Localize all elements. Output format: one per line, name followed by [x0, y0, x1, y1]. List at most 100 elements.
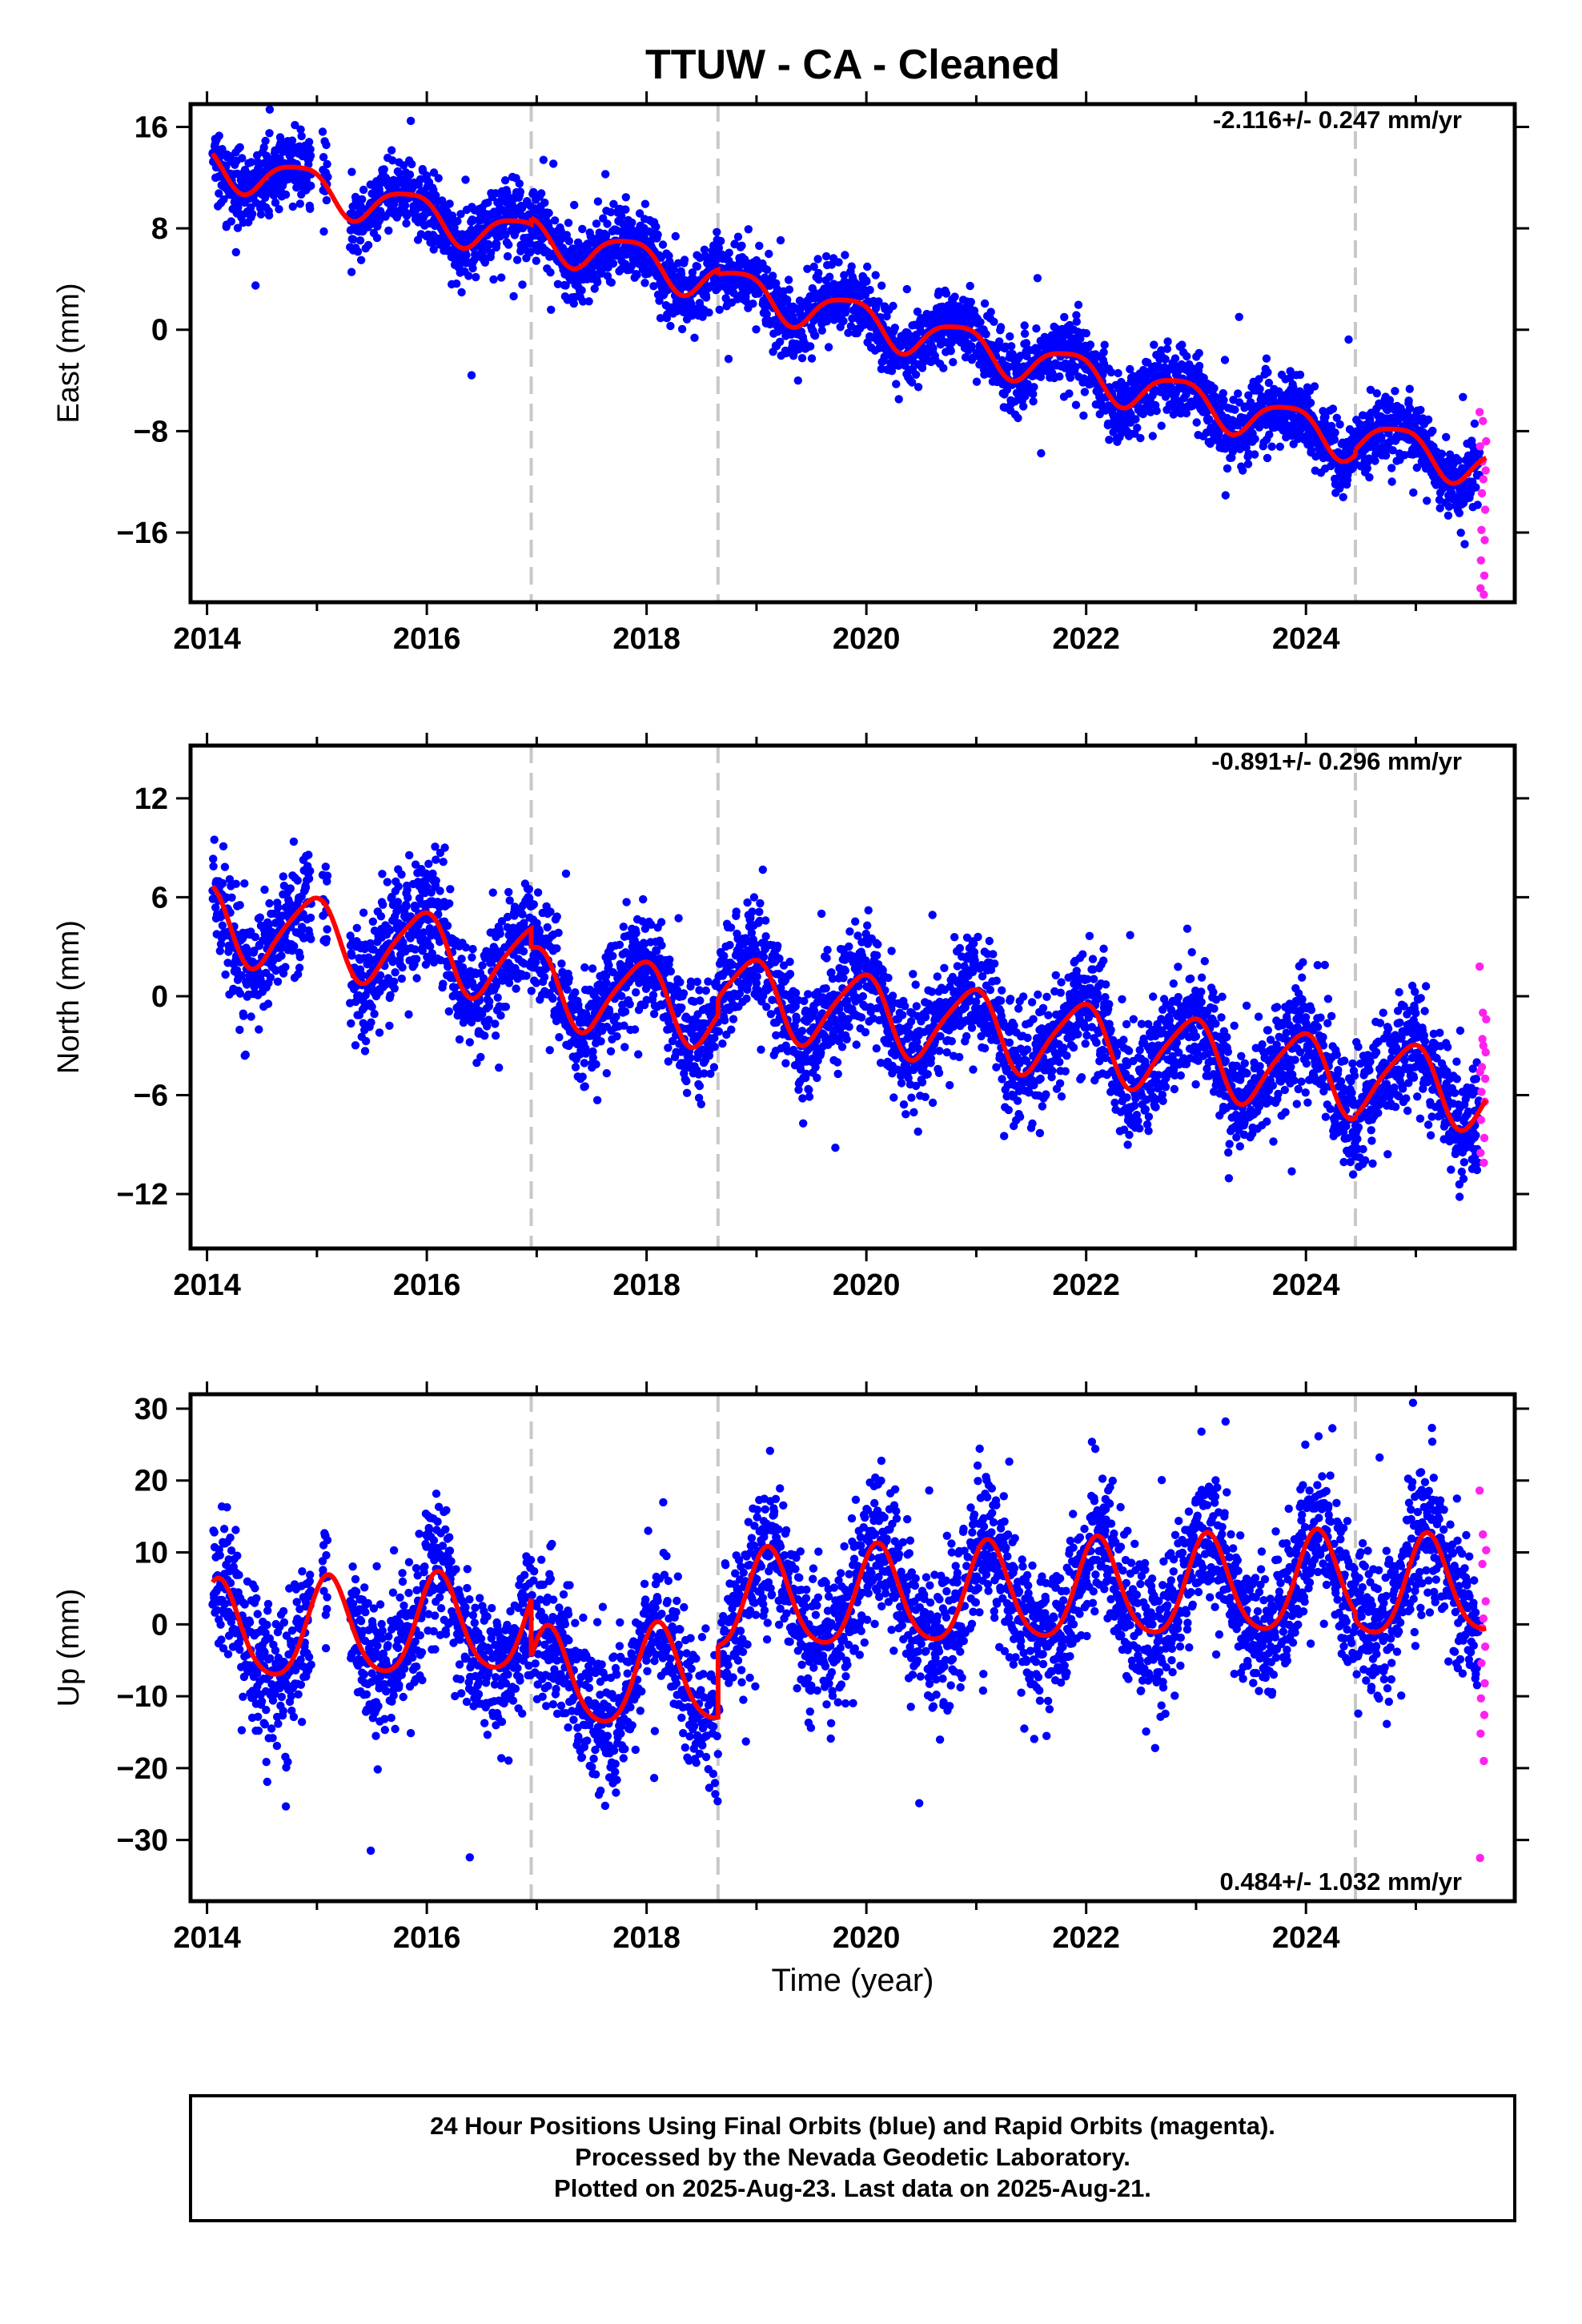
final-orbit-point	[749, 300, 757, 308]
final-orbit-point	[794, 344, 804, 354]
x-tick-label: 2014	[173, 622, 241, 656]
final-orbit-point	[295, 963, 304, 972]
final-orbit-point	[495, 1063, 504, 1072]
final-orbit-point	[564, 219, 573, 227]
final-orbit-point	[476, 1052, 485, 1062]
final-orbit-point	[1387, 477, 1396, 486]
final-orbit-point	[669, 265, 678, 274]
final-orbit-point	[287, 136, 297, 145]
final-orbit-point	[892, 380, 901, 388]
final-orbit-point	[376, 912, 386, 921]
rapid-orbit-point	[1480, 505, 1490, 514]
final-orbit-point	[247, 209, 257, 219]
final-orbit-point	[606, 207, 616, 217]
final-orbit-point	[1442, 432, 1451, 441]
final-orbit-point	[1210, 384, 1219, 392]
x-tick-label: 2024	[1272, 622, 1340, 656]
final-orbit-point	[323, 159, 331, 169]
y-tick-label: 8	[151, 212, 168, 246]
final-orbit-point	[592, 1059, 600, 1069]
final-orbit-point	[306, 151, 315, 160]
final-orbit-point	[233, 223, 243, 232]
final-orbit-point	[604, 961, 613, 970]
final-orbit-point	[434, 910, 443, 919]
final-orbit-point	[612, 1012, 620, 1021]
final-orbit-point	[1423, 497, 1431, 505]
final-orbit-point	[568, 244, 577, 253]
final-orbit-point	[1310, 382, 1319, 391]
final-orbit-point	[307, 935, 315, 943]
final-orbit-point	[486, 248, 496, 257]
final-orbit-point	[609, 199, 618, 208]
final-orbit-point	[1106, 368, 1116, 377]
final-orbit-point	[571, 988, 580, 997]
final-orbit-point	[1223, 464, 1232, 473]
final-orbit-point	[390, 984, 399, 993]
final-orbit-point	[1100, 340, 1109, 349]
final-orbit-point	[817, 326, 826, 335]
final-orbit-point	[439, 979, 448, 988]
final-orbit-point	[555, 1033, 564, 1042]
final-orbit-point	[966, 281, 974, 291]
final-orbit-point	[1163, 337, 1172, 346]
final-orbit-point	[986, 308, 995, 316]
final-orbit-point	[218, 921, 227, 930]
final-orbit-point	[871, 271, 880, 279]
final-orbit-point	[848, 314, 857, 323]
final-orbit-point	[271, 198, 280, 207]
final-orbit-point	[564, 974, 573, 983]
final-orbit-point	[251, 932, 259, 942]
final-orbit-point	[273, 977, 283, 987]
final-orbit-point	[1029, 389, 1038, 399]
final-orbit-point	[227, 217, 235, 226]
final-orbit-point	[231, 879, 240, 888]
final-orbit-point	[429, 245, 438, 254]
final-orbit-point	[402, 219, 411, 228]
final-orbit-point	[286, 884, 295, 893]
final-orbit-point	[547, 305, 556, 314]
final-orbit-point	[980, 299, 990, 308]
final-orbit-point	[762, 310, 771, 319]
final-orbit-point	[259, 143, 268, 152]
final-orbit-point	[539, 155, 548, 164]
final-orbit-point	[529, 187, 538, 197]
final-orbit-point	[456, 210, 465, 219]
final-orbit-point	[491, 1031, 500, 1040]
final-orbit-point	[1242, 443, 1251, 452]
final-orbit-point	[1086, 340, 1095, 349]
final-orbit-point	[484, 1015, 493, 1024]
final-orbit-point	[1065, 389, 1074, 398]
final-orbit-point	[440, 843, 449, 852]
final-orbit-point	[515, 179, 524, 188]
final-orbit-point	[545, 1046, 554, 1055]
final-orbit-point	[526, 239, 535, 248]
final-orbit-point	[398, 963, 407, 972]
final-orbit-point	[656, 314, 665, 323]
final-orbit-point	[1388, 446, 1397, 455]
final-orbit-point	[1007, 342, 1016, 351]
final-orbit-point	[822, 317, 832, 326]
final-orbit-point	[367, 1018, 375, 1027]
final-orbit-point	[877, 281, 886, 290]
final-orbit-point	[840, 271, 849, 279]
final-orbit-point	[961, 353, 970, 362]
rate-label: -2.116+/- 0.247 mm/yr	[1213, 106, 1462, 134]
final-orbit-point	[578, 224, 587, 234]
final-orbit-point	[1235, 312, 1243, 321]
final-orbit-point	[592, 219, 601, 228]
final-orbit-point	[602, 1069, 611, 1078]
final-orbit-point	[1306, 398, 1315, 408]
final-orbit-point	[250, 947, 259, 955]
final-orbit-point	[1335, 420, 1344, 429]
y-tick-label: 0	[151, 314, 168, 348]
final-orbit-point	[240, 879, 249, 888]
final-orbit-point	[370, 1009, 379, 1019]
final-orbit-point	[367, 1003, 376, 1011]
final-orbit-point	[497, 273, 506, 282]
final-orbit-point	[613, 227, 622, 235]
final-orbit-point	[607, 278, 616, 287]
final-orbit-point	[215, 189, 223, 198]
final-orbit-point	[215, 131, 223, 140]
final-orbit-point	[211, 903, 220, 912]
final-orbit-point	[715, 305, 724, 314]
